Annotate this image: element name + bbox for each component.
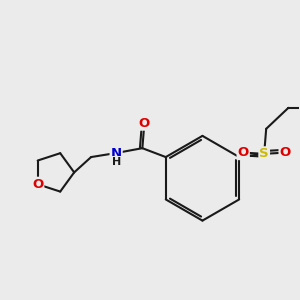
Text: O: O	[32, 178, 43, 191]
Text: S: S	[260, 147, 269, 160]
Text: O: O	[238, 146, 249, 159]
Text: O: O	[280, 146, 291, 159]
Text: O: O	[139, 117, 150, 130]
Text: N: N	[111, 146, 122, 160]
Text: H: H	[112, 157, 121, 167]
